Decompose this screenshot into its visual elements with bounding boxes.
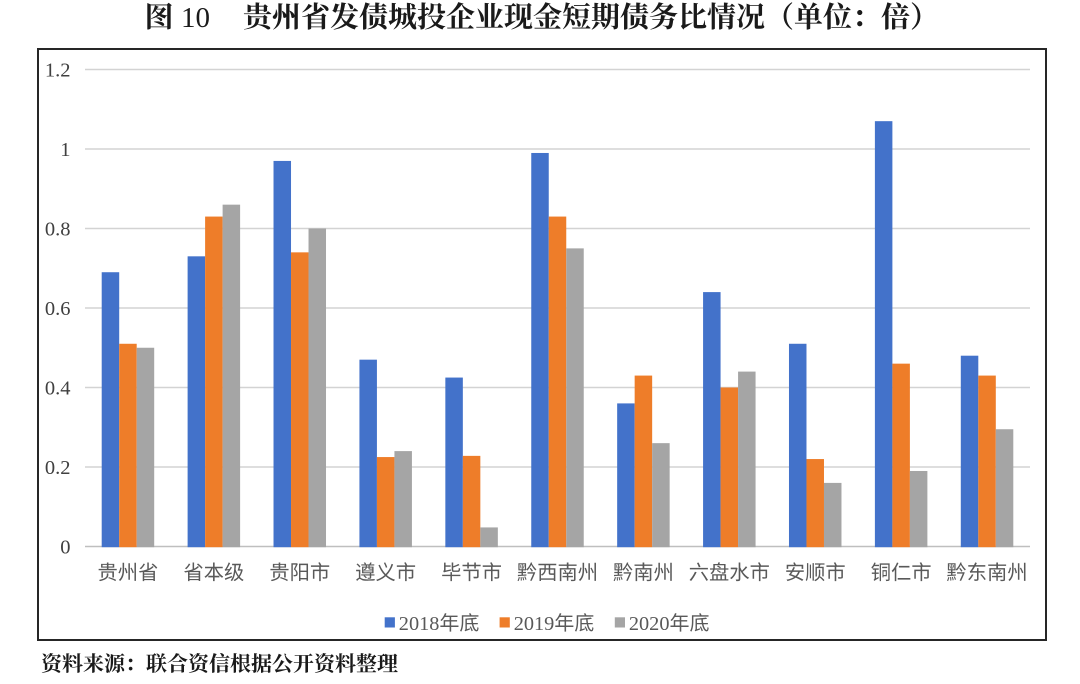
svg-text:0.2: 0.2 bbox=[45, 457, 71, 479]
svg-text:2018: 2018 bbox=[399, 613, 440, 635]
svg-text:0.4: 0.4 bbox=[45, 377, 71, 399]
svg-text:0: 0 bbox=[60, 536, 70, 558]
svg-text:0.8: 0.8 bbox=[45, 218, 71, 240]
svg-text:0.6: 0.6 bbox=[45, 298, 71, 320]
svg-text:2019: 2019 bbox=[514, 613, 555, 635]
svg-text:1: 1 bbox=[60, 139, 70, 161]
svg-text:2020: 2020 bbox=[629, 613, 670, 635]
svg-text:10: 10 bbox=[181, 2, 210, 34]
svg-text:1.2: 1.2 bbox=[45, 59, 71, 81]
